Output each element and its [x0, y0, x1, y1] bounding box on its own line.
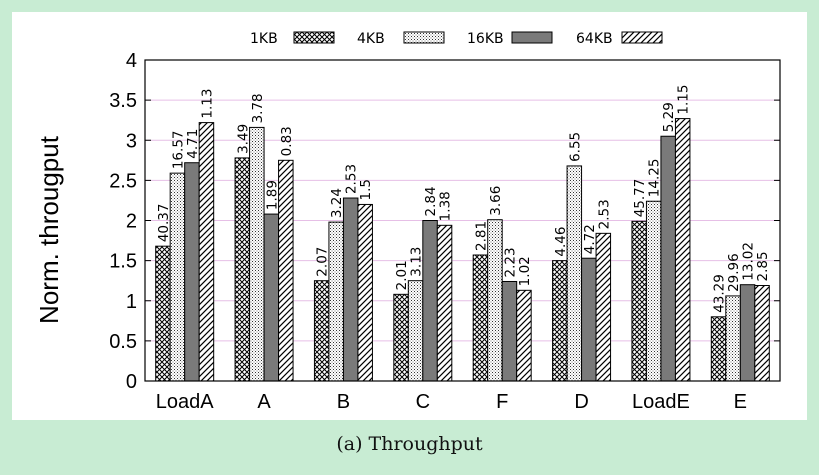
data-label: 29.96	[726, 253, 742, 292]
legend-swatch	[403, 31, 445, 44]
bar-1KB-C	[393, 293, 409, 382]
y-tick-label: 0	[126, 371, 137, 393]
bar-1KB-E	[710, 316, 727, 382]
data-label: 4.71	[185, 129, 201, 159]
x-tick-label: E	[734, 391, 747, 413]
legend-label: 64KB	[576, 31, 613, 47]
data-label: 3.24	[329, 188, 345, 218]
x-tick-label: B	[337, 391, 350, 413]
data-label: 1.13	[199, 89, 215, 119]
bar-1KB-F	[472, 254, 489, 382]
bar-16KB-LoadE	[660, 135, 676, 382]
data-label: 2.84	[423, 186, 439, 216]
bar-4KB-E	[725, 295, 741, 382]
throughput-bar-chart: 40.37 16.574.71 1.13 3.493.78 1.89 0.83 2.07 3.…	[34, 31, 781, 413]
bar-64KB-F	[516, 289, 532, 382]
data-label: 16.57	[170, 130, 186, 169]
legend-swatch	[293, 31, 335, 44]
data-label: 1.02	[517, 256, 533, 286]
legend-label: 4KB	[357, 31, 385, 47]
bar-1KB-A	[234, 157, 251, 382]
chart-panel: 40.37 16.57 4.71 1.13 3.49 3.78 1.89 0.83 2.07 3.…	[12, 12, 807, 420]
bar-1KB-B	[313, 280, 330, 382]
x-tick-label: A	[257, 391, 271, 413]
bar-4KB-LoadA	[169, 172, 186, 382]
x-tick-label: LoadA	[156, 391, 214, 413]
plot-frame	[144, 59, 781, 382]
data-label: 2.53	[596, 199, 612, 229]
data-label: 5.29	[661, 102, 677, 132]
x-tick-label: D	[574, 391, 588, 413]
legend-swatch	[511, 31, 553, 44]
data-label: 3.78	[250, 93, 266, 123]
y-tick-label: 1	[126, 291, 137, 313]
y-tick-label: 2	[126, 211, 137, 233]
x-tick-label: LoadE	[632, 391, 690, 413]
data-label: 1.15	[676, 85, 692, 115]
data-label: 14.25	[647, 159, 663, 198]
bar-16KB-C	[422, 220, 438, 382]
data-labels: 40.37 16.574.71 1.13 3.493.78 1.89 0.83 2.07 3.…	[156, 85, 771, 313]
data-label: 0.83	[279, 126, 295, 156]
data-label: 2.85	[755, 251, 771, 281]
data-label: 6.55	[567, 132, 583, 162]
data-label: 40.37	[156, 204, 172, 243]
y-axis-title: Norm. througput	[34, 135, 64, 324]
bar-16KB-B	[342, 197, 359, 382]
bar-1KB-LoadA	[155, 245, 171, 382]
data-label: 3.13	[409, 247, 425, 277]
data-label: 2.07	[315, 247, 331, 277]
legend-swatch	[621, 31, 663, 44]
bar-16KB-D	[581, 257, 597, 382]
data-label: 2.01	[394, 260, 410, 290]
bar-1KB-D	[552, 260, 568, 382]
bars	[155, 118, 770, 382]
data-label: 2.23	[502, 247, 518, 277]
bar-4KB-B	[328, 221, 344, 382]
legend-label: 16KB	[467, 31, 504, 47]
y-tick-label: 3.5	[109, 90, 137, 112]
y-tick-label: 2.5	[109, 170, 137, 192]
y-tick-label: 4	[126, 50, 137, 72]
bar-64KB-C	[436, 224, 453, 382]
bar-4KB-A	[249, 126, 265, 382]
bar-64KB-B	[357, 203, 373, 382]
data-label: 1.5	[358, 179, 374, 200]
y-tick-label: 0.5	[109, 331, 137, 353]
bar-16KB-E	[739, 284, 756, 382]
data-label: 43.29	[712, 274, 728, 313]
bar-64KB-E	[754, 285, 770, 382]
bar-16KB-A	[263, 213, 280, 382]
bar-4KB-LoadE	[645, 200, 662, 382]
bar-4KB-C	[407, 280, 424, 382]
bar-64KB-A	[278, 159, 294, 382]
data-label: 2.53	[344, 164, 360, 194]
bar-64KB-D	[595, 232, 612, 382]
bar-4KB-D	[566, 165, 583, 382]
x-tick-label: C	[416, 391, 430, 413]
data-label: 3.49	[235, 124, 251, 154]
legend: 1KB 4KB 16KB 64KB	[250, 31, 663, 47]
y-tick-label: 1.5	[109, 251, 137, 273]
data-label: 4.46	[553, 227, 569, 257]
bar-4KB-F	[487, 219, 503, 382]
bar-16KB-F	[501, 280, 518, 382]
y-tick-label: 3	[126, 130, 137, 152]
data-label: 4.72	[582, 224, 598, 254]
bar-64KB-LoadA	[198, 122, 215, 382]
data-label: 1.89	[264, 180, 280, 210]
bar-64KB-LoadE	[674, 118, 691, 382]
legend-label: 1KB	[250, 31, 278, 47]
data-label: 1.38	[438, 191, 454, 221]
bar-1KB-LoadE	[631, 220, 647, 382]
data-label: 2.81	[473, 221, 489, 251]
x-tick-label: F	[496, 391, 508, 413]
data-label: 3.66	[488, 186, 504, 216]
figure-caption: (a) Throughput	[336, 433, 483, 455]
data-label: 13.02	[741, 242, 757, 281]
bar-16KB-LoadA	[184, 162, 200, 382]
data-label: 45.77	[632, 179, 648, 218]
